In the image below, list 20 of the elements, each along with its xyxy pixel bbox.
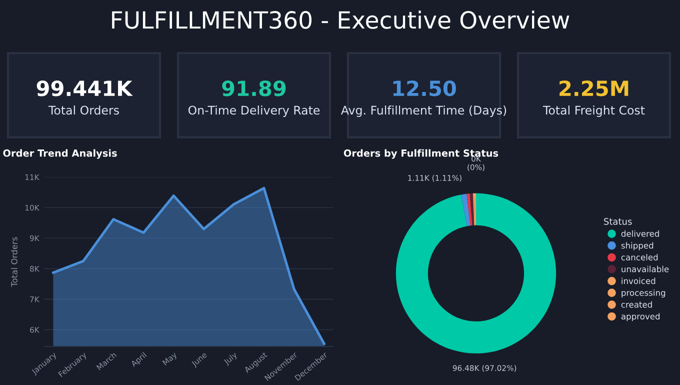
legend-label: invoiced xyxy=(622,278,656,284)
text: Total Freight Cost xyxy=(542,106,645,117)
text: 12.50 xyxy=(393,80,456,96)
text: FULFILLMENT360 - Executive Overview xyxy=(112,10,570,29)
legend-label: created xyxy=(621,301,652,308)
legend-title: Status xyxy=(604,218,632,225)
legend-label: approved xyxy=(621,313,660,322)
text: 2.25M xyxy=(560,80,628,96)
text: Avg. Fulfillment Time (Days) xyxy=(340,106,506,117)
legend-label: processing xyxy=(622,289,666,298)
text: 91.89 xyxy=(222,80,286,96)
legend-label: shipped xyxy=(621,242,654,250)
text: 99.441K xyxy=(36,80,133,96)
text: On-Time Delivery Rate xyxy=(188,106,320,117)
legend-label: unavailable xyxy=(622,266,669,272)
legend-label: canceled xyxy=(621,254,658,260)
legend-label: delivered xyxy=(621,230,659,237)
y-axis-title: Total Orders xyxy=(10,237,18,287)
text: Total Orders xyxy=(48,106,119,115)
chart-title: Order Trend Analysis xyxy=(3,149,117,159)
